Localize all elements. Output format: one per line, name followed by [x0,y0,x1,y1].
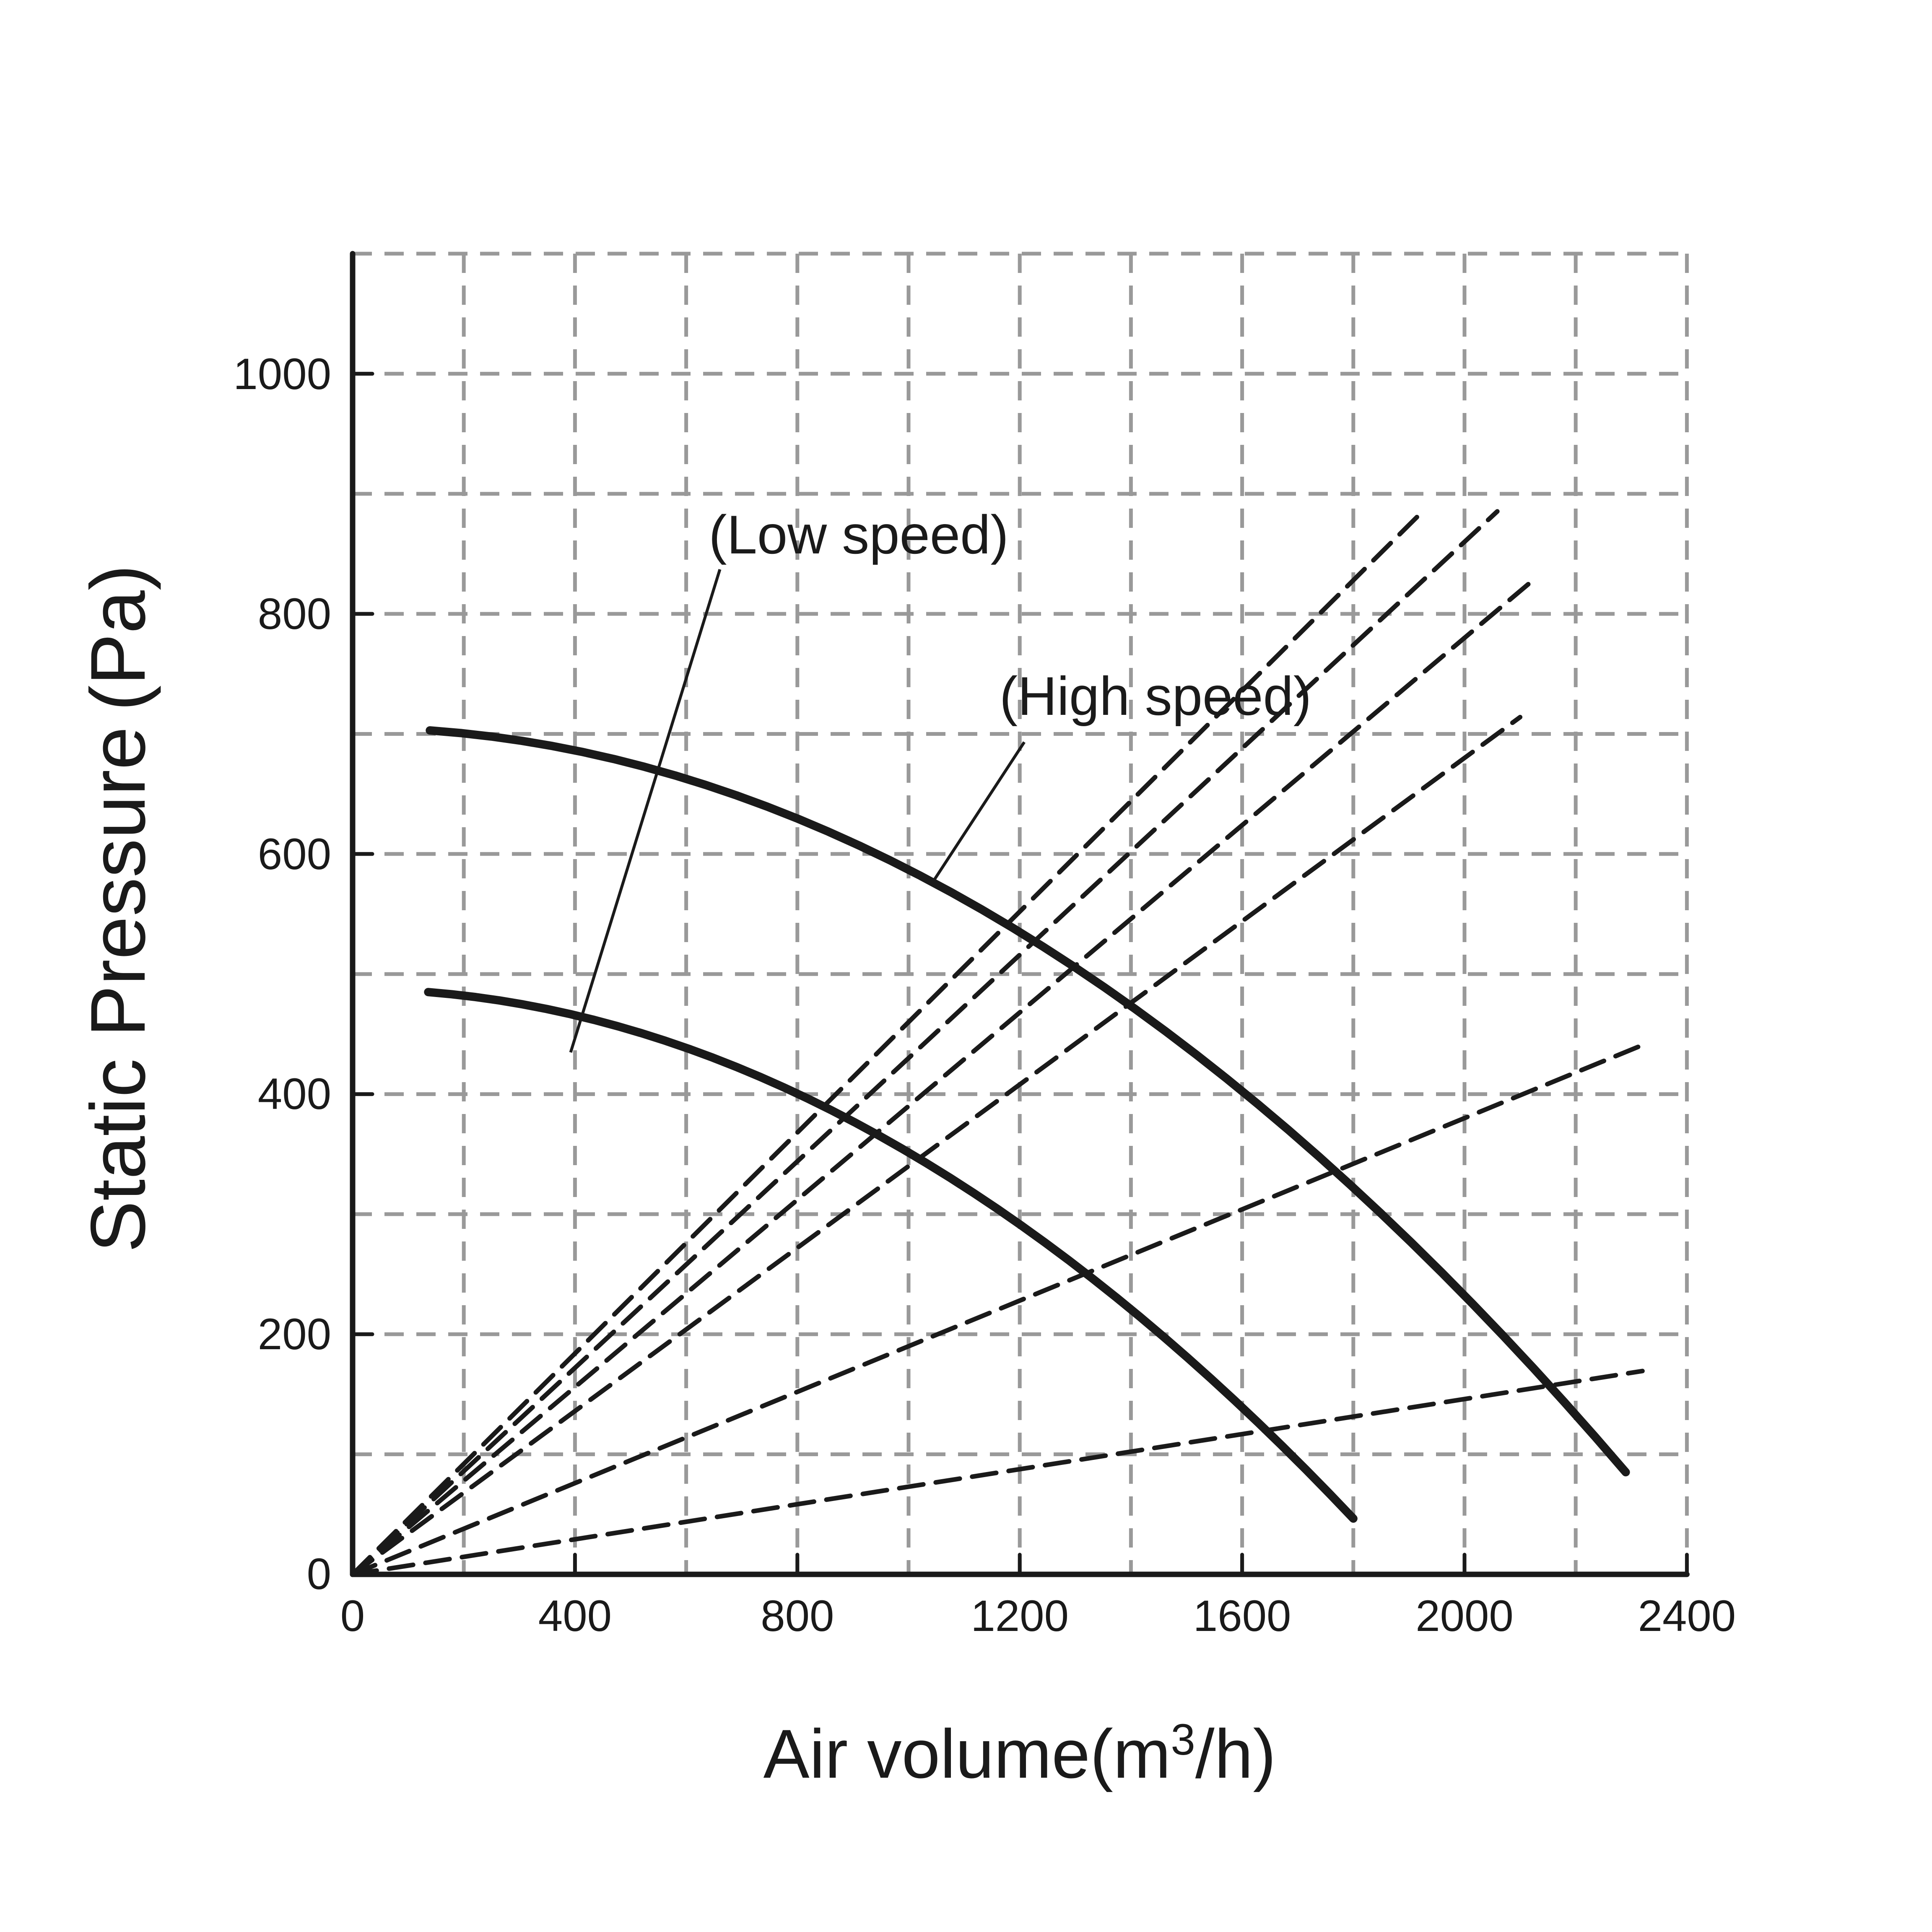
svg-text:0: 0 [307,1550,331,1599]
svg-text:1200: 1200 [971,1592,1069,1641]
svg-text:1600: 1600 [1193,1592,1291,1641]
svg-text:400: 400 [258,1070,331,1119]
svg-text:Static Pressure (Pa): Static Pressure (Pa) [75,565,161,1253]
svg-text:800: 800 [761,1592,834,1641]
svg-text:800: 800 [258,589,331,639]
svg-text:(High speed): (High speed) [1000,665,1311,727]
svg-text:600: 600 [258,830,331,879]
svg-text:2000: 2000 [1415,1592,1514,1641]
svg-text:0: 0 [340,1592,365,1641]
svg-text:1000: 1000 [233,350,331,399]
svg-text:2400: 2400 [1638,1592,1736,1641]
svg-text:(Low speed): (Low speed) [709,504,1008,565]
svg-text:Air volume(m3/h): Air volume(m3/h) [763,1715,1276,1792]
svg-text:200: 200 [258,1310,331,1359]
svg-text:400: 400 [538,1592,612,1641]
